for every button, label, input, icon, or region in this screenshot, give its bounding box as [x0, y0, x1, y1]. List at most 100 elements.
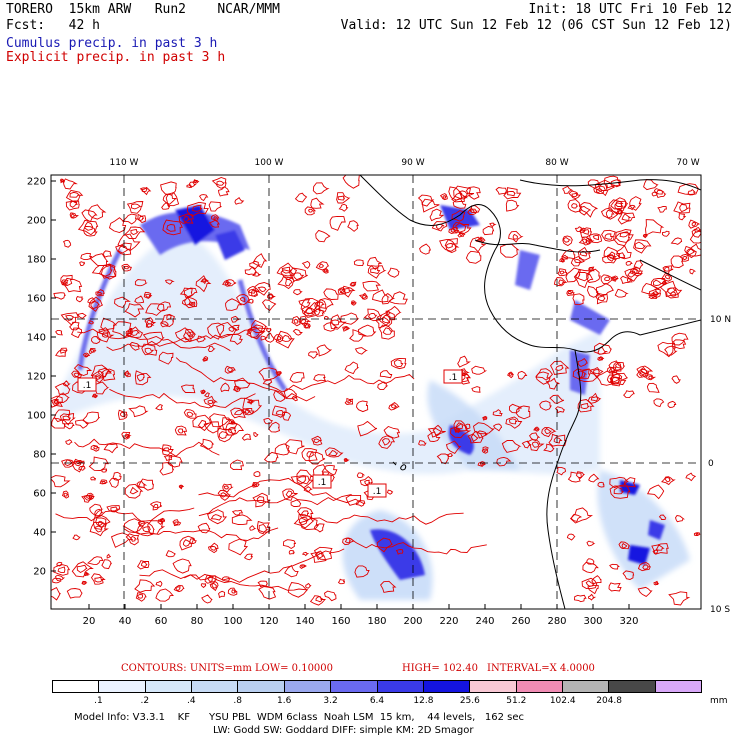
colorbar-label: 25.6 — [459, 696, 480, 706]
precip-contour — [663, 476, 672, 483]
precip-contour — [343, 288, 353, 294]
precip-contour — [376, 537, 394, 553]
precip-contour — [206, 576, 213, 583]
precip-contour — [186, 201, 209, 217]
precip-contour — [100, 317, 118, 331]
precip-contour — [301, 564, 306, 568]
precip-contour — [62, 178, 78, 190]
colorbar-label: 102.4 — [549, 696, 576, 706]
precip-contour — [186, 411, 195, 417]
precip-contour — [351, 282, 355, 287]
precip-contour — [276, 262, 298, 277]
precip-contour — [304, 324, 310, 329]
precip-contour — [183, 287, 198, 298]
precip-contour — [444, 239, 456, 249]
precip-contour — [95, 289, 105, 297]
precip-contour — [61, 279, 69, 286]
precip-contour — [565, 267, 581, 283]
precip-contour — [455, 427, 461, 434]
precip-contour — [249, 260, 262, 270]
precip-contour — [73, 372, 80, 377]
colorbar-swatch — [145, 681, 193, 692]
x-tick-label: 140 — [295, 616, 314, 627]
precip-contour — [648, 375, 653, 380]
precip-contour — [220, 492, 229, 498]
precip-contour — [344, 459, 348, 462]
precip-contour — [586, 540, 596, 547]
precip-contour — [567, 471, 582, 483]
lat-labels: 10 N 0 10 S — [708, 315, 731, 615]
precip-contour — [512, 233, 518, 240]
precip-contour — [285, 490, 294, 498]
header-init: Init: 18 UTC Fri 10 Feb 12 — [528, 2, 733, 17]
colorbar-swatch — [53, 681, 100, 692]
precip-contour — [274, 334, 284, 343]
precip-contour — [121, 263, 132, 272]
precip-contour — [207, 399, 216, 405]
precip-contour — [639, 369, 647, 377]
precip-contour — [579, 227, 586, 234]
precip-contour — [160, 181, 177, 196]
precip-contour — [89, 503, 104, 517]
colorbar-label: 204.8 — [596, 696, 623, 706]
precip-contour — [239, 297, 246, 303]
precip-contour — [274, 443, 291, 456]
precip-contour — [91, 393, 98, 399]
precip-contour — [323, 269, 328, 273]
precip-contour — [541, 426, 557, 438]
precip-contour — [204, 392, 210, 398]
precip-contour — [244, 266, 257, 276]
precip-contour — [345, 494, 362, 506]
precip-contour — [593, 369, 600, 375]
precip-contour — [287, 582, 309, 598]
precip-contour — [624, 268, 644, 282]
precip-contour — [273, 389, 286, 402]
precip-contour — [363, 308, 383, 322]
precip-contour — [117, 409, 128, 420]
precip-contour — [508, 418, 518, 425]
precip-contour — [77, 219, 99, 236]
precip-contour — [282, 488, 298, 501]
precip-contour — [362, 280, 382, 292]
precip-contour — [93, 445, 98, 450]
precip-contour — [137, 520, 147, 527]
precip-contour — [691, 222, 697, 227]
precip-contour — [553, 437, 563, 444]
precip-contour — [507, 371, 514, 379]
contour-label: .1 — [449, 373, 458, 383]
precip-contour — [517, 370, 528, 380]
precip-contour — [136, 522, 155, 537]
precip-contour — [260, 335, 268, 341]
precip-contour — [472, 422, 495, 435]
colorbar-label: .8 — [233, 696, 242, 706]
precip-contour — [76, 295, 84, 303]
precip-contour — [605, 209, 615, 219]
precip-contour — [322, 267, 330, 274]
precip-contour — [688, 219, 700, 229]
precip-contour — [144, 293, 151, 298]
precip-contour — [467, 208, 478, 215]
precip-contour — [658, 514, 667, 520]
colorbar-swatch — [99, 681, 146, 692]
precip-contour — [614, 202, 624, 210]
precip-contour — [612, 277, 619, 281]
precip-contour — [336, 192, 351, 204]
precip-contour — [318, 263, 325, 268]
precip-contour — [98, 327, 110, 335]
precip-contour — [257, 286, 267, 293]
precip-contour — [351, 301, 356, 305]
precip-contour — [285, 439, 305, 455]
precip-contour — [316, 344, 333, 357]
precip-contour — [459, 232, 464, 236]
precip-contour — [580, 402, 591, 409]
precip-contour — [446, 453, 454, 458]
footer-model-info: Model Info: V3.3.1 KF YSU PBL WDM 6class… — [74, 712, 524, 723]
precip-contour — [70, 213, 76, 218]
precip-contour — [587, 584, 599, 595]
precip-contour — [549, 394, 565, 404]
precip-contour — [51, 395, 63, 408]
precip-contour — [572, 368, 591, 380]
precip-contour — [202, 355, 208, 362]
precip-contour — [610, 370, 628, 387]
precip-contour — [91, 336, 101, 344]
